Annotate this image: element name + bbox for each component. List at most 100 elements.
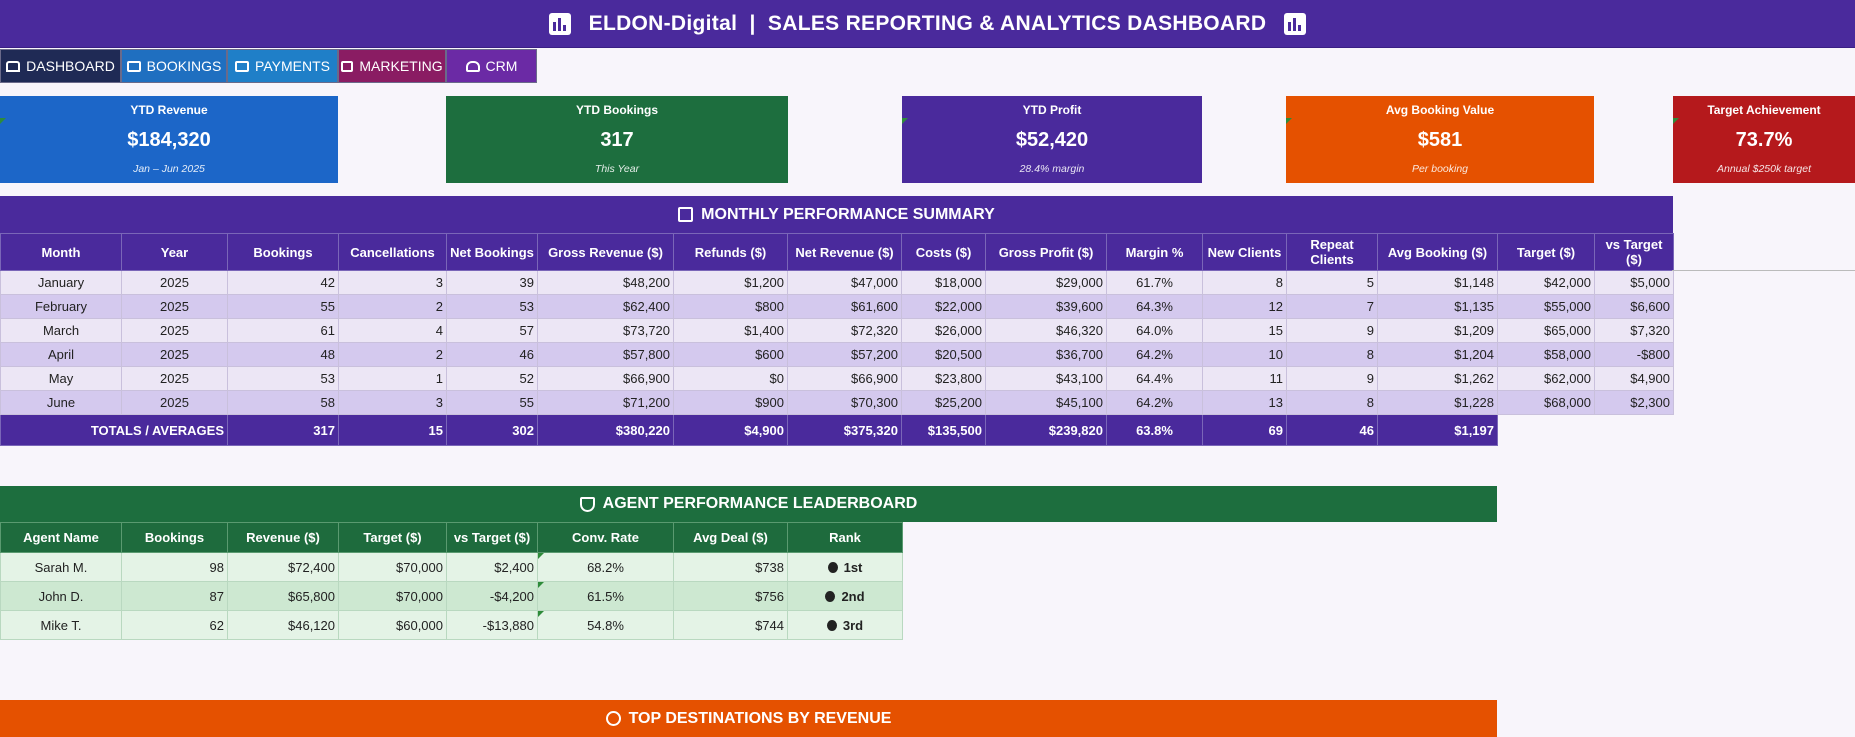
- table-cell: 13: [1202, 390, 1287, 415]
- globe-icon: [605, 711, 621, 726]
- comment-marker: [1286, 118, 1292, 124]
- table-cell: 8: [1286, 390, 1378, 415]
- table-cell: $70,000: [338, 581, 447, 611]
- page-title: ELDON-Digital | SALES REPORTING & ANALYT…: [588, 11, 1267, 35]
- rank-label: 2nd: [841, 588, 865, 604]
- rank-label: 3rd: [842, 617, 864, 633]
- kpi-label: Avg Booking Value: [1385, 103, 1495, 117]
- table-icon: [678, 207, 694, 222]
- table-cell: $1,204: [1377, 342, 1498, 367]
- tab-label: PAYMENTS: [255, 58, 330, 74]
- table-cell: $20,500: [901, 342, 986, 367]
- table-cell: Sarah M.: [0, 552, 122, 582]
- section-title: TOP DESTINATIONS BY REVENUE: [628, 709, 892, 727]
- table-cell: $48,200: [537, 270, 674, 295]
- table-cell: 12: [1202, 294, 1287, 319]
- table-cell: $4,900: [1594, 366, 1674, 391]
- tab-payments[interactable]: PAYMENTS: [227, 49, 338, 83]
- column-header: Net Bookings: [446, 233, 538, 271]
- table-cell: $46,120: [227, 610, 339, 640]
- kpi-value: $52,420: [1015, 129, 1089, 151]
- table-cell: $70,000: [338, 552, 447, 582]
- table-row: Sarah M. 98 $72,400 $70,000 $2,400 68.2% $738 1…: [0, 552, 903, 582]
- table-cell: 2: [338, 342, 447, 367]
- kpi-value: $581: [1417, 129, 1463, 151]
- kpi-subtext: This Year: [594, 163, 640, 175]
- column-header: Avg Booking ($): [1377, 233, 1498, 271]
- table-cell: $71,200: [537, 390, 674, 415]
- table-cell: -$13,880: [446, 610, 538, 640]
- column-header: Bookings: [121, 522, 228, 553]
- column-header: Rank: [787, 522, 903, 553]
- table-row: Mike T. 62 $46,120 $60,000 -$13,880 54.8% $744…: [0, 610, 903, 640]
- tab-dashboard[interactable]: DASHBOARD: [0, 49, 121, 83]
- tab-label: BOOKINGS: [146, 58, 222, 74]
- tab-label: MARKETING: [359, 58, 443, 74]
- column-header: New Clients: [1202, 233, 1287, 271]
- table-cell: 46: [446, 342, 538, 367]
- column-header: Margin %: [1106, 233, 1203, 271]
- table-row: May 2025 53 1 52 $66,900 $0 $66,900 $23,800 $43,1…: [0, 366, 1674, 391]
- table-cell: $47,000: [787, 270, 902, 295]
- kpi-label: Target Achievement: [1707, 103, 1821, 117]
- table-cell: -$800: [1594, 342, 1674, 367]
- column-header: vs Target ($): [1594, 233, 1674, 271]
- table-cell: $1,400: [673, 318, 788, 343]
- table-cell: 64.3%: [1106, 294, 1203, 319]
- table-cell: 2025: [121, 270, 228, 295]
- totals-cell: $380,220: [537, 414, 674, 446]
- table-cell: 2: [338, 294, 447, 319]
- table-row: April 2025 48 2 46 $57,800 $600 $57,200 $20,500 $…: [0, 342, 1674, 367]
- totals-row: TOTALS / AVERAGES 317 15 302 $380,220 $4,900 $…: [0, 414, 1674, 446]
- tab-marketing[interactable]: MARKETING: [338, 49, 446, 83]
- table-cell: $65,800: [227, 581, 339, 611]
- totals-cell: $4,900: [673, 414, 788, 446]
- totals-cell: 15: [338, 414, 447, 446]
- table-cell: $600: [673, 342, 788, 367]
- column-header: Cancellations: [338, 233, 447, 271]
- table-cell: $45,100: [985, 390, 1107, 415]
- megaphone-icon: [341, 60, 354, 72]
- column-header: Repeat Clients: [1286, 233, 1378, 271]
- table-cell: 62: [121, 610, 228, 640]
- table-cell: $61,600: [787, 294, 902, 319]
- table-cell: 2025: [121, 390, 228, 415]
- totals-cell: 46: [1286, 414, 1378, 446]
- kpi-value: $184,320: [127, 129, 211, 151]
- column-header: Month: [0, 233, 122, 271]
- table-cell: $26,000: [901, 318, 986, 343]
- kpi-ytd-revenue: YTD Revenue $184,320 Jan – Jun 2025: [0, 96, 338, 183]
- column-header: Bookings: [227, 233, 339, 271]
- table-row: John D. 87 $65,800 $70,000 -$4,200 61.5% $756 2…: [0, 581, 903, 611]
- table-cell: $800: [673, 294, 788, 319]
- tab-crm[interactable]: CRM: [446, 49, 537, 83]
- totals-cell: $1,197: [1377, 414, 1498, 446]
- table-cell: 8: [1286, 342, 1378, 367]
- table-cell: $62,000: [1497, 366, 1595, 391]
- kpi-subtext: Jan – Jun 2025: [133, 163, 205, 175]
- people-icon: [465, 60, 480, 72]
- kpi-value: 317: [600, 129, 634, 151]
- table-cell: 8: [1202, 270, 1287, 295]
- table-cell: 61.7%: [1106, 270, 1203, 295]
- table-cell: $1,148: [1377, 270, 1498, 295]
- credit-card-icon: [235, 60, 250, 72]
- section-title: AGENT PERFORMANCE LEADERBOARD: [602, 495, 918, 512]
- table-cell: 1: [338, 366, 447, 391]
- totals-cell: 317: [227, 414, 339, 446]
- kpi-avg-booking-value: Avg Booking Value $581 Per booking: [1286, 96, 1594, 183]
- tab-bookings[interactable]: BOOKINGS: [121, 49, 227, 83]
- medal-icon: [827, 561, 838, 573]
- comment-marker: [1673, 118, 1679, 124]
- table-cell: January: [0, 270, 122, 295]
- totals-label: TOTALS / AVERAGES: [0, 414, 228, 446]
- table-cell: -$4,200: [446, 581, 538, 611]
- bar-chart-icon: [548, 12, 571, 35]
- table-cell: $68,000: [1497, 390, 1595, 415]
- table-cell: 55: [227, 294, 339, 319]
- table-cell: $23,800: [901, 366, 986, 391]
- table-cell: 61: [227, 318, 339, 343]
- rank-cell: 3rd: [787, 610, 903, 640]
- table-cell: $62,400: [537, 294, 674, 319]
- kpi-subtext: Annual $250k target: [1717, 163, 1811, 175]
